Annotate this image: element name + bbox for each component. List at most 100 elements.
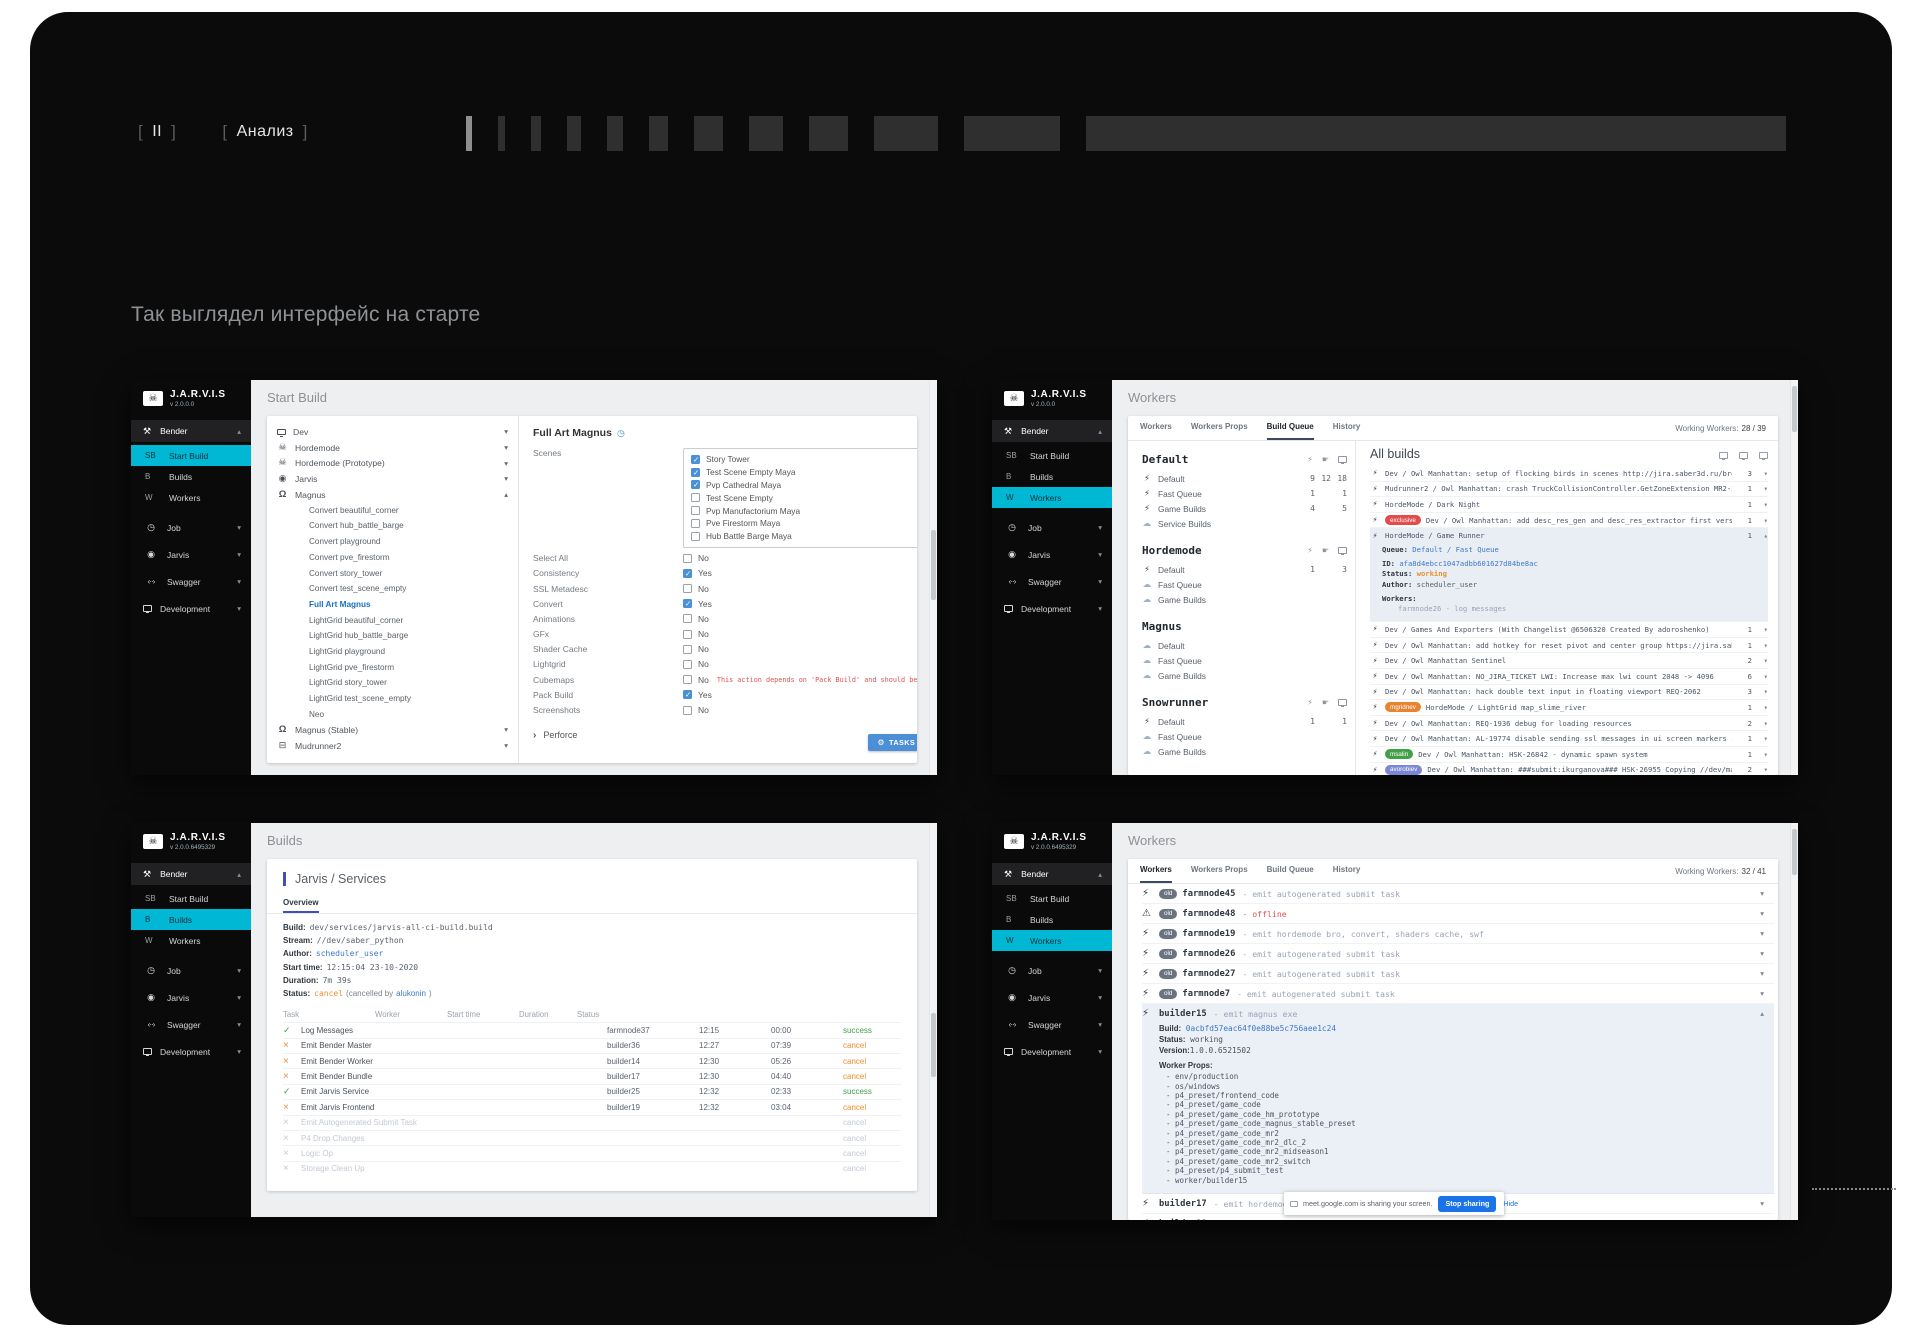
user-link[interactable]: alukonin: [396, 989, 426, 999]
build-queue-item[interactable]: Dev / Owl Manhattan: hack double text in…: [1370, 685, 1768, 701]
build-tree-item[interactable]: LightGrid pve_firestorm: [277, 659, 514, 675]
build-queue-item[interactable]: Mudrunner2 / Owl Manhattan: crash TruckC…: [1370, 482, 1768, 498]
sidebar-item[interactable]: B Builds: [131, 466, 251, 487]
sidebar-item[interactable]: W Workers: [992, 930, 1112, 951]
checkbox[interactable]: [691, 493, 700, 503]
worker-item[interactable]: old farmnode27 - emit autogenerated subm…: [1142, 964, 1774, 984]
build-tree-item[interactable]: Hordemode (Prototype): [277, 455, 514, 471]
scene-option[interactable]: Test Scene Empty: [691, 491, 917, 504]
queue-row[interactable]: Game Builds: [1142, 668, 1347, 683]
sidebar-group-item[interactable]: Job: [992, 514, 1112, 541]
build-queue-item[interactable]: Dev / Games And Exporters (With Changeli…: [1370, 622, 1768, 638]
chevron-icon[interactable]: [504, 459, 514, 468]
chevron-icon[interactable]: [1752, 484, 1768, 493]
scenes-multiselect[interactable]: Story Tower Test Scene Empty Maya: [683, 448, 917, 548]
chevron-icon[interactable]: [1752, 625, 1768, 634]
build-queue-item[interactable]: Dev / Owl Manhattan: NO_JIRA_TICKET LWI:…: [1370, 669, 1768, 685]
worker-item[interactable]: builder15 - emit magnus exe Build: 0acbf…: [1142, 1004, 1774, 1195]
sidebar-item-bender[interactable]: Bender: [992, 863, 1112, 885]
build-tree-item[interactable]: Convert hub_battle_barge: [277, 518, 514, 534]
chevron-icon[interactable]: [1752, 750, 1768, 759]
sidebar-group-item[interactable]: Job: [131, 514, 251, 541]
chevron-icon[interactable]: [1760, 1199, 1774, 1208]
checkbox[interactable]: [683, 584, 692, 594]
queue-row[interactable]: Default 1 3: [1142, 562, 1347, 577]
build-tree-item[interactable]: LightGrid playground: [277, 644, 514, 660]
build-tree-item[interactable]: Neo: [277, 706, 514, 722]
history-icon[interactable]: [617, 429, 625, 438]
sidebar-group-item[interactable]: Development: [992, 595, 1112, 622]
hide-button[interactable]: Hide: [1503, 1199, 1519, 1208]
chevron-icon[interactable]: [1760, 989, 1774, 998]
sidebar-item[interactable]: W Workers: [992, 487, 1112, 508]
chevron-icon[interactable]: [504, 443, 514, 452]
sidebar-group-item[interactable]: Swagger: [131, 568, 251, 595]
tab[interactable]: Build Queue: [1266, 865, 1314, 874]
build-tree-item[interactable]: Magnus: [277, 487, 514, 503]
build-queue-item[interactable]: Dev / Owl Manhattan: REQ-1936 debug for …: [1370, 716, 1768, 732]
build-tree-item[interactable]: Hordemode: [277, 440, 514, 456]
sidebar-item[interactable]: SB Start Build: [992, 888, 1112, 909]
sidebar-group-item[interactable]: Jarvis: [992, 984, 1112, 1011]
queue-row[interactable]: Default: [1142, 638, 1347, 653]
sidebar-group-item[interactable]: Development: [992, 1038, 1112, 1065]
checkbox[interactable]: [683, 599, 692, 609]
scrollbar[interactable]: [929, 380, 937, 775]
worker-item[interactable]: old farmnode19 - emit hordemode bro, con…: [1142, 924, 1774, 944]
scene-option[interactable]: Pvp Manufactorium Maya: [691, 504, 917, 517]
task-row[interactable]: Emit Jarvis Frontend builder19 12:32 03:…: [283, 1099, 901, 1114]
sidebar-item[interactable]: B Builds: [992, 466, 1112, 487]
checkbox[interactable]: [691, 467, 700, 477]
chevron-icon[interactable]: [1760, 889, 1774, 898]
checkbox[interactable]: [683, 659, 692, 669]
worker-item[interactable]: old farmnode45 - emit autogenerated subm…: [1142, 884, 1774, 904]
chevron-icon[interactable]: [1752, 500, 1768, 509]
tab[interactable]: History: [1332, 865, 1361, 874]
checkbox[interactable]: [691, 506, 700, 516]
sidebar-item-bender[interactable]: Bender: [131, 420, 251, 442]
sidebar-item[interactable]: B Builds: [992, 909, 1112, 930]
build-queue-item[interactable]: msalin Dev / Owl Manhattan: HSK-26842 - …: [1370, 747, 1768, 763]
scrollbar[interactable]: [929, 823, 937, 1217]
chevron-icon[interactable]: [1752, 765, 1768, 774]
sidebar-group-item[interactable]: Swagger: [131, 1011, 251, 1038]
scene-option[interactable]: Test Scene Empty Maya: [691, 466, 917, 479]
sidebar-group-item[interactable]: Job: [131, 957, 251, 984]
task-row[interactable]: Logic Op cancel: [283, 1145, 901, 1160]
queue-row[interactable]: Game Builds: [1142, 744, 1347, 759]
scrollbar[interactable]: [1790, 380, 1798, 775]
queue-row[interactable]: Default 1 1: [1142, 714, 1347, 729]
build-queue-item[interactable]: Dev / Owl Manhattan: setup of flocking b…: [1370, 466, 1768, 482]
sidebar-group-item[interactable]: Swagger: [992, 1011, 1112, 1038]
checkbox[interactable]: [683, 629, 692, 639]
chevron-icon[interactable]: [504, 725, 514, 734]
chevron-icon[interactable]: [504, 427, 514, 436]
chevron-icon[interactable]: [1752, 719, 1768, 728]
sidebar-item[interactable]: W Workers: [131, 930, 251, 951]
queue-row[interactable]: Game Builds: [1142, 592, 1347, 607]
task-row[interactable]: Log Messages farmnode37 12:15 00:00 succ…: [283, 1022, 901, 1037]
monitor-icon[interactable]: [1719, 452, 1728, 460]
build-queue-item[interactable]: mgridnev HordeMode / LightGrid map_slime…: [1370, 700, 1768, 716]
worker-item[interactable]: old farmnode48 - offline: [1142, 904, 1774, 924]
sidebar-group-item[interactable]: Jarvis: [131, 541, 251, 568]
scrollbar-thumb[interactable]: [931, 530, 936, 600]
chevron-icon[interactable]: [1760, 969, 1774, 978]
task-row[interactable]: Emit Bender Bundle builder17 12:30 04:40…: [283, 1068, 901, 1083]
build-tree-item[interactable]: LightGrid test_scene_empty: [277, 691, 514, 707]
sidebar-item-bender[interactable]: Bender: [131, 863, 251, 885]
task-row[interactable]: Emit Jarvis Service builder25 12:32 02:3…: [283, 1083, 901, 1099]
sidebar-group-item[interactable]: Development: [131, 1038, 251, 1065]
build-tree-item[interactable]: LightGrid hub_battle_barge: [277, 628, 514, 644]
scene-option[interactable]: Pvp Cathedral Maya: [691, 479, 917, 492]
chevron-icon[interactable]: [1752, 531, 1768, 540]
build-queue-item[interactable]: HordeMode / Dark Night 1: [1370, 497, 1768, 513]
build-tree-item[interactable]: Dev: [277, 424, 514, 440]
queue-link[interactable]: Default / Fast Queue: [1412, 544, 1499, 554]
scrollbar-thumb[interactable]: [931, 1013, 936, 1077]
scene-option[interactable]: Story Tower: [691, 453, 917, 466]
sidebar-item[interactable]: SB Start Build: [131, 445, 251, 466]
build-queue-item[interactable]: Dev / Owl Manhattan Sentinel 2: [1370, 653, 1768, 669]
task-row[interactable]: Storage Clean Up cancel: [283, 1160, 901, 1176]
chevron-icon[interactable]: [504, 741, 514, 750]
